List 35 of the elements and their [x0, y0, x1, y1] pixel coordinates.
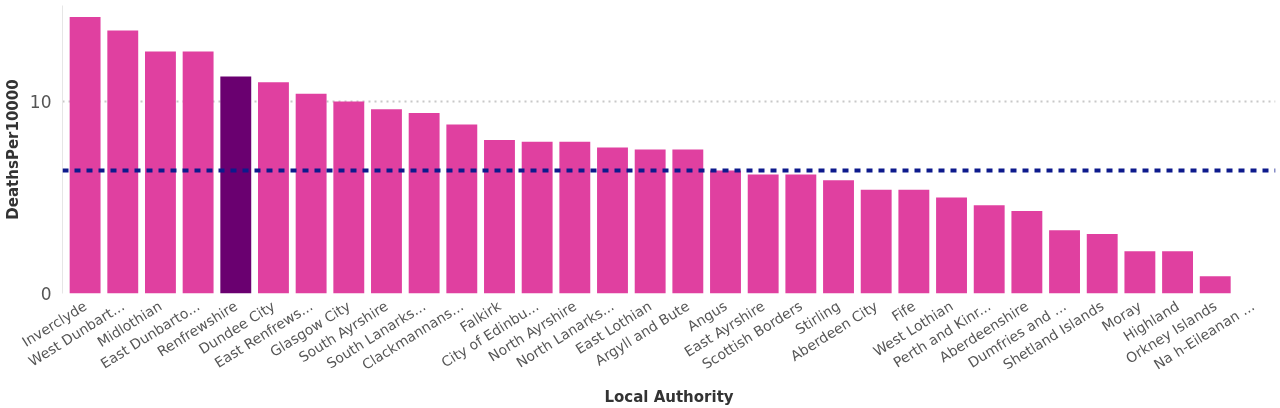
bar [258, 82, 289, 294]
bar [484, 139, 515, 294]
bar [521, 141, 553, 294]
y-axis-title: DeathsPer10000 [3, 79, 22, 220]
bar [597, 147, 628, 294]
bar [220, 76, 252, 294]
bar [559, 141, 591, 294]
bar [634, 149, 666, 294]
bar [936, 197, 967, 294]
y-tick-label: 0 [40, 284, 52, 304]
bar [973, 205, 1005, 294]
bar [1011, 210, 1043, 294]
y-tick-label: 10 [29, 92, 52, 112]
bar [898, 189, 930, 294]
bar [145, 51, 176, 294]
bar [1086, 233, 1118, 294]
bar [1162, 251, 1193, 294]
bar [107, 30, 139, 294]
bar [1124, 251, 1156, 294]
bar [710, 170, 741, 294]
bar [182, 51, 214, 294]
bar [333, 101, 365, 294]
bar [823, 180, 854, 294]
bar [295, 93, 327, 294]
bar [446, 124, 478, 294]
bar [1199, 276, 1231, 294]
bar [672, 149, 704, 294]
bar [747, 174, 779, 294]
bar [69, 17, 101, 294]
bar [371, 109, 402, 294]
bar [408, 113, 440, 294]
bar [785, 174, 817, 294]
bar [860, 189, 892, 294]
bar [1049, 230, 1080, 294]
x-axis-title: Local Authority [604, 387, 734, 406]
